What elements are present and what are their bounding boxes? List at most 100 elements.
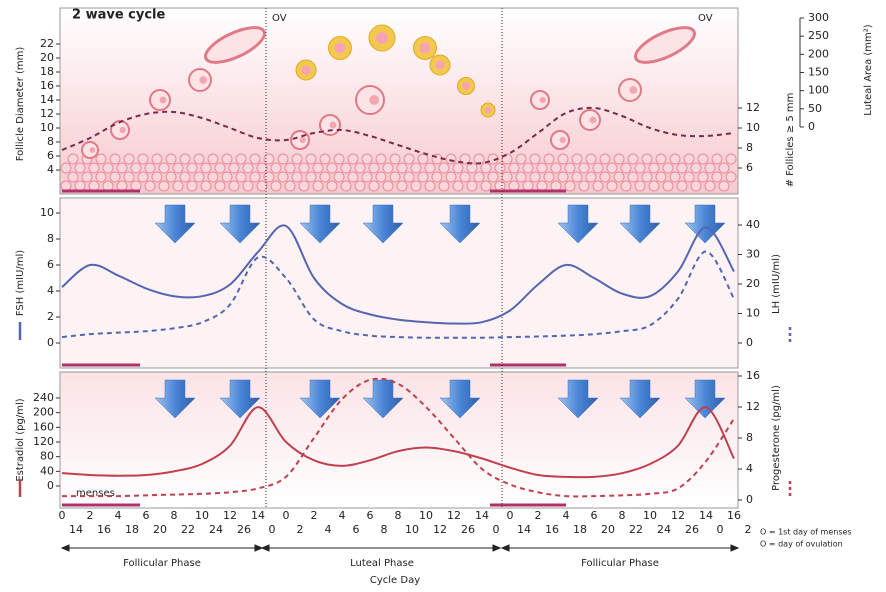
y2-tick-label: 40: [746, 218, 760, 231]
follicle: [180, 172, 190, 182]
follicle: [460, 172, 470, 182]
follicle: [418, 154, 428, 164]
follicle: [334, 154, 344, 164]
y-tick-label: 14: [40, 93, 54, 106]
follicle: [425, 163, 435, 173]
follicle: [586, 172, 596, 182]
y2-tick-label: 12: [746, 400, 760, 413]
follicle: [201, 181, 211, 191]
follicle: [166, 154, 176, 164]
y-tick-label: 4: [47, 284, 54, 297]
follicle: [467, 181, 477, 191]
follicle: [635, 181, 645, 191]
follicle: [355, 163, 365, 173]
follicle: [82, 172, 92, 182]
follicle: [432, 172, 442, 182]
y-tick-label: 20: [40, 51, 54, 64]
x-tick-label: 2: [311, 509, 318, 522]
follicle: [313, 181, 323, 191]
follicle: [376, 154, 386, 164]
y-tick-label: 80: [40, 450, 54, 463]
follicle: [397, 181, 407, 191]
follicle: [698, 154, 708, 164]
y-tick-label: 6: [47, 149, 54, 162]
corpus-luteum: [301, 65, 310, 74]
follicle: [120, 127, 126, 133]
y2-tick-label: 6: [746, 161, 753, 174]
x-tick-label: 12: [223, 509, 237, 522]
x-tick-label: 2: [87, 509, 94, 522]
follicle: [327, 181, 337, 191]
follicle: [222, 172, 232, 182]
follicle: [628, 172, 638, 182]
y-tick-label: 240: [33, 391, 54, 404]
follicle: [300, 137, 306, 143]
follicle: [516, 154, 526, 164]
follicle: [327, 163, 337, 173]
follicle: [341, 163, 351, 173]
x-tick-label: 16: [97, 523, 111, 536]
follicle: [607, 163, 617, 173]
x-tick-label: 0: [717, 523, 724, 536]
x-tick-label: 8: [619, 509, 626, 522]
follicle: [474, 172, 484, 182]
figure: 2 wave cycle OV OV menses Follicular Pha…: [0, 0, 886, 592]
follicle: [369, 95, 379, 105]
follicle: [629, 86, 637, 94]
follicle: [306, 154, 316, 164]
follicle: [201, 163, 211, 173]
follicle: [453, 163, 463, 173]
follicle: [215, 163, 225, 173]
follicle: [383, 181, 393, 191]
x-tick-label: 12: [671, 509, 685, 522]
follicle: [579, 181, 589, 191]
follicle: [243, 181, 253, 191]
follicle: [544, 154, 554, 164]
y2-tick-label: 0: [746, 336, 753, 349]
follicle: [719, 181, 729, 191]
follicle: [621, 181, 631, 191]
follicle: [628, 154, 638, 164]
follicle: [607, 181, 617, 191]
y2-tick-label: 12: [746, 101, 760, 114]
follicle: [404, 154, 414, 164]
follicle: [540, 97, 546, 103]
follicle: [593, 181, 603, 191]
y-axis-title: Estradiol (pg/ml): [15, 398, 26, 481]
follicle: [229, 181, 239, 191]
follicle: [131, 163, 141, 173]
follicle: [411, 181, 421, 191]
y2-tick-label: 30: [746, 248, 760, 261]
x-tick-label: 6: [353, 523, 360, 536]
follicle: [453, 181, 463, 191]
y-tick-label: 8: [47, 135, 54, 148]
follicle: [369, 181, 379, 191]
follicle: [670, 172, 680, 182]
follicle: [446, 154, 456, 164]
y2-tick-label: 10: [746, 307, 760, 320]
follicle: [383, 163, 393, 173]
follicle: [558, 172, 568, 182]
y-tick-label: 12: [40, 107, 54, 120]
note: O = day of ovulation: [760, 540, 843, 549]
follicle: [572, 172, 582, 182]
x-tick-label: 16: [727, 509, 741, 522]
x-tick-label: 2: [535, 509, 542, 522]
y3-tick-label: 0: [808, 120, 815, 133]
x-tick-label: 24: [209, 523, 223, 536]
y2-tick-label: 10: [746, 121, 760, 134]
follicle: [236, 172, 246, 182]
x-tick-label: 0: [493, 523, 500, 536]
follicle: [271, 181, 281, 191]
follicle: [488, 172, 498, 182]
follicle: [544, 172, 554, 182]
follicle: [160, 97, 167, 104]
y-tick-label: 160: [33, 420, 54, 433]
x-tick-label: 4: [115, 509, 122, 522]
follicle: [208, 172, 218, 182]
y-axis-title: FSH (mIU/ml): [15, 250, 26, 316]
y3-axis-title: Luteal Area (mm²): [863, 24, 874, 115]
y2-tick-label: 8: [746, 431, 753, 444]
follicle: [411, 163, 421, 173]
follicle: [124, 172, 134, 182]
